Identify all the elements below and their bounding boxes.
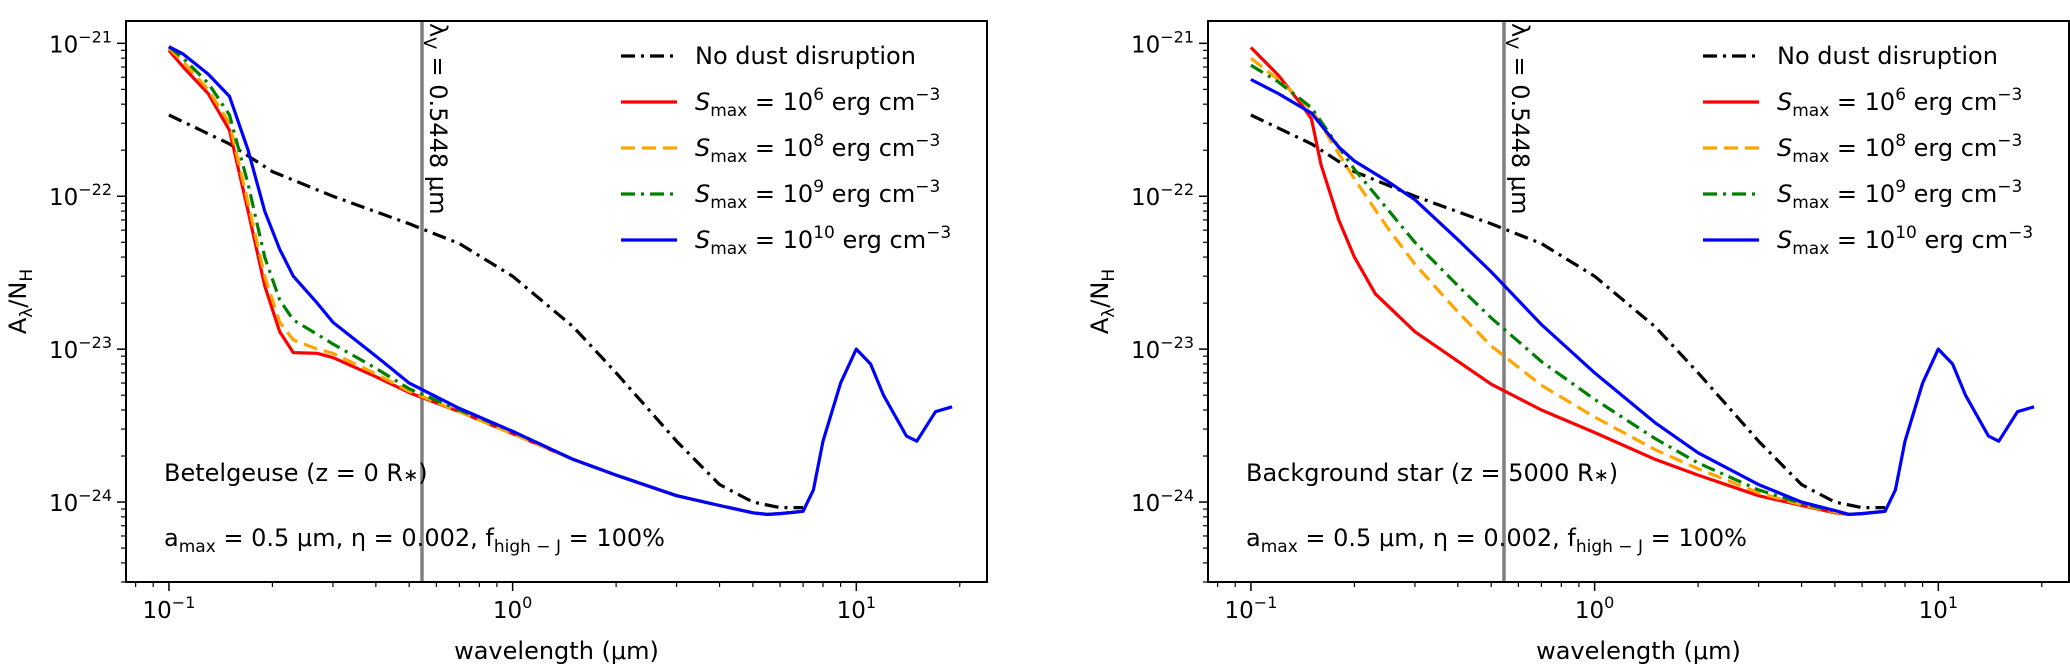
legend: No dust disruption Smax = 106 erg cm−3 Sma…: [621, 42, 951, 259]
series-line-smax-1e10: [168, 45, 953, 516]
x-axis-label: wavelength (μm): [1536, 637, 1741, 665]
minor-ticks: [121, 49, 961, 587]
legend-label: Smax = 106 erg cm−3: [1777, 85, 2022, 121]
y-tick-label: 10−22: [1131, 180, 1194, 211]
series-line-no-disruption: [1250, 113, 1886, 510]
y-tick-label: 10−23: [1131, 333, 1194, 364]
legend-label: Smax = 109 erg cm−3: [1777, 177, 2022, 213]
chart-panel-1: 10−1 100 101 10−24 10−23 10−22 10−21 wavelength…: [4, 20, 988, 665]
series-line-smax-1e10: [1250, 78, 2035, 516]
legend-label: Smax = 108 erg cm−3: [1777, 131, 2022, 167]
legend-label: Smax = 1010 erg cm−3: [695, 223, 951, 259]
series-lines: [1249, 46, 2035, 516]
minor-ticks: [1203, 49, 2043, 587]
annotation-source: Background star (z = 5000 R∗): [1246, 459, 1618, 487]
series-line-smax-1e6: [167, 49, 804, 516]
x-axis-label: wavelength (μm): [454, 637, 659, 665]
legend-label: Smax = 1010 erg cm−3: [1777, 223, 2033, 259]
y-tick-label: 10−24: [49, 486, 112, 517]
series-line-smax-1e9: [1250, 63, 1886, 516]
legend-label: Smax = 108 erg cm−3: [695, 131, 940, 167]
x-tick-label: 100: [1575, 593, 1614, 624]
chart-panel-2: 10−1 100 101 10−24 10−23 10−22 10−21 wavelength…: [1086, 20, 2070, 665]
y-axis-label: Aλ/NH: [4, 269, 37, 334]
series-lines: [167, 45, 953, 516]
x-tick-label: 101: [837, 593, 876, 624]
y-axis-label: Aλ/NH: [1086, 269, 1119, 334]
legend: No dust disruption Smax = 106 erg cm−3 Sma…: [1703, 42, 2033, 259]
legend-label: No dust disruption: [695, 42, 916, 70]
v-band-label: λV = 0.5448 μm: [419, 23, 452, 214]
annotation-params: amax = 0.5 μm, η = 0.002, fhigh − J = 10…: [1246, 524, 1747, 557]
legend-label: No dust disruption: [1777, 42, 1998, 70]
series-line-smax-1e6: [1249, 46, 1886, 516]
x-tick-label: 101: [1919, 593, 1958, 624]
plot-frame: [125, 20, 988, 583]
v-band-label: λV = 0.5448 μm: [1501, 23, 1534, 214]
legend-label: Smax = 109 erg cm−3: [695, 177, 940, 213]
y-tick-label: 10−22: [49, 180, 112, 211]
x-tick-label: 10−1: [143, 593, 196, 624]
y-tick-label: 10−21: [49, 27, 112, 58]
annotation-params: amax = 0.5 μm, η = 0.002, fhigh − J = 10…: [164, 524, 665, 557]
x-tick-label: 10−1: [1225, 593, 1278, 624]
y-tick-label: 10−21: [1131, 27, 1194, 58]
plot-frame: [1207, 20, 2070, 583]
annotation-source: Betelgeuse (z = 0 R∗): [164, 459, 428, 487]
y-tick-label: 10−23: [49, 333, 112, 364]
series-line-no-disruption: [168, 113, 804, 510]
y-tick-label: 10−24: [1131, 486, 1194, 517]
x-tick-label: 100: [493, 593, 532, 624]
series-line-smax-1e8: [1249, 56, 1886, 516]
legend-label: Smax = 106 erg cm−3: [695, 85, 940, 121]
